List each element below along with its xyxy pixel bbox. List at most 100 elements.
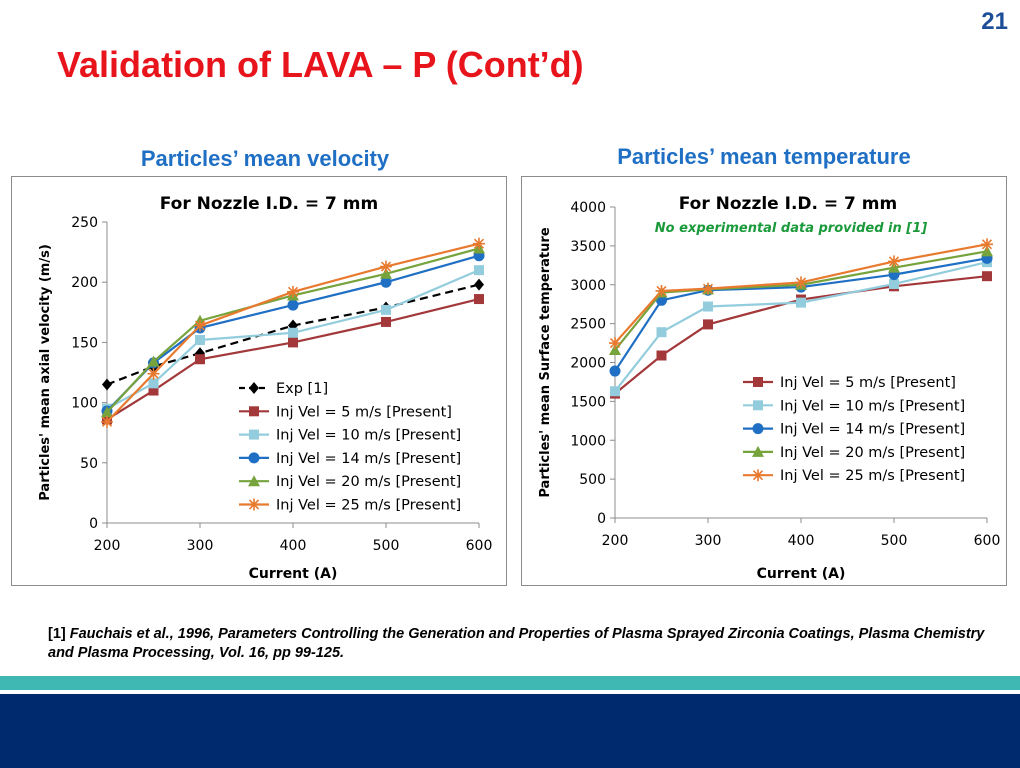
series-line-inj-vel-10-m-s-present — [106, 269, 480, 410]
data-point-inj-vel-5-m-s-present — [288, 337, 298, 348]
data-point-inj-vel-5-m-s-present — [381, 316, 391, 327]
data-point-inj-vel-5-m-s-present — [474, 294, 484, 305]
data-point-inj-vel-10-m-s-present — [381, 304, 391, 315]
data-point-inj-vel-25-m-s-present — [655, 284, 668, 297]
data-point-inj-vel-25-m-s-present — [609, 337, 621, 350]
data-point-inj-vel-25-m-s-present — [473, 237, 485, 250]
x-tick-label: 200 — [602, 533, 629, 549]
data-point-inj-vel-25-m-s-present — [795, 276, 807, 289]
legend-marker-inj-vel-14-m-s-present — [752, 423, 764, 435]
reference-citation: [1] Fauchais et al., 1996, Parameters Co… — [48, 625, 998, 663]
data-point-inj-vel-14-m-s-present — [287, 299, 299, 311]
right-chart-caption: Particles’ mean temperature — [617, 144, 911, 169]
data-point-inj-vel-25-m-s-present — [888, 255, 900, 268]
data-point-inj-vel-10-m-s-present — [703, 301, 713, 312]
y-tick-label: 3000 — [570, 278, 606, 294]
data-point-inj-vel-10-m-s-present — [195, 334, 205, 345]
y-tick-label: 100 — [71, 396, 98, 412]
data-point-inj-vel-10-m-s-present — [148, 378, 159, 389]
legend-label-inj-vel-25-m-s-present: Inj Vel = 25 m/s [Present] — [276, 498, 461, 514]
legend-marker-inj-vel-10-m-s-present — [249, 429, 259, 440]
series-line-inj-vel-5-m-s-present — [106, 297, 480, 421]
legend-label-inj-vel-25-m-s-present: Inj Vel = 25 m/s [Present] — [780, 468, 965, 484]
y-tick-label: 2500 — [570, 317, 606, 333]
legend: Exp [1] Inj Vel = 5 m/s [Present] Inj Vel … — [239, 381, 461, 514]
data-point-exp-1 — [474, 278, 484, 291]
x-tick-label: 200 — [94, 538, 121, 554]
y-axis-label: Particles' mean axial velocity (m/s) — [38, 244, 53, 501]
y-tick-label: 1500 — [570, 394, 606, 410]
x-axis-label: Current (A) — [757, 566, 846, 582]
y-tick-label: 50 — [80, 456, 98, 472]
data-point-inj-vel-10-m-s-present — [889, 278, 899, 289]
y-tick-label: 2000 — [570, 356, 606, 372]
reference-marker: [1] — [48, 626, 66, 642]
data-point-inj-vel-10-m-s-present — [656, 327, 667, 338]
legend-label-inj-vel-5-m-s-present: Inj Vel = 5 m/s [Present] — [780, 375, 956, 391]
series-line-inj-vel-14-m-s-present — [614, 257, 988, 372]
footer-band — [0, 694, 1020, 768]
y-tick-label: 1000 — [570, 433, 606, 449]
legend-marker-inj-vel-14-m-s-present — [248, 452, 260, 464]
series-inj-vel-25-m-s-present — [609, 238, 993, 350]
data-point-inj-vel-20-m-s-present — [147, 355, 160, 367]
x-tick-label: 300 — [695, 533, 722, 549]
legend-marker-inj-vel-25-m-s-present — [248, 498, 260, 511]
velocity-chart: For Nozzle I.D. = 7 mm 0 50 100 150 200 250 200… — [11, 176, 507, 586]
data-point-exp-1 — [102, 378, 112, 391]
slide-number: 21 — [981, 8, 1008, 35]
reference-text: Fauchais et al., 1996, Parameters Contro… — [48, 626, 985, 661]
x-tick-label: 400 — [788, 533, 815, 549]
legend-label-inj-vel-10-m-s-present: Inj Vel = 10 m/s [Present] — [276, 428, 461, 444]
y-tick-label: 200 — [71, 275, 98, 291]
series-line-inj-vel-25-m-s-present — [614, 243, 988, 344]
series-line-inj-vel-10-m-s-present — [614, 261, 988, 392]
data-point-inj-vel-10-m-s-present — [474, 265, 484, 276]
data-point-inj-vel-5-m-s-present — [195, 354, 205, 365]
accent-band — [0, 676, 1020, 690]
data-point-inj-vel-25-m-s-present — [147, 367, 160, 380]
legend: Inj Vel = 5 m/s [Present] Inj Vel = 10 m/… — [743, 375, 965, 484]
series-line-inj-vel-20-m-s-present — [614, 250, 988, 351]
chart-annotation: No experimental data provided in [1] — [655, 221, 927, 236]
data-point-inj-vel-14-m-s-present — [380, 276, 392, 288]
y-tick-label: 0 — [89, 516, 98, 532]
y-tick-label: 3500 — [570, 239, 606, 255]
legend-marker-exp-1 — [249, 382, 259, 394]
data-point-inj-vel-20-m-s-present — [609, 344, 621, 356]
data-point-inj-vel-5-m-s-present — [148, 385, 159, 396]
temperature-chart: For Nozzle I.D. = 7 mm No experimental da… — [521, 176, 1007, 586]
data-point-inj-vel-10-m-s-present — [288, 327, 298, 338]
legend-label-inj-vel-14-m-s-present: Inj Vel = 14 m/s [Present] — [780, 422, 965, 438]
legend-marker-inj-vel-25-m-s-present — [752, 469, 764, 482]
x-tick-label: 400 — [280, 538, 307, 554]
left-chart-caption: Particles’ mean velocity — [140, 146, 390, 171]
legend-marker-inj-vel-20-m-s-present — [248, 475, 260, 487]
data-point-inj-vel-20-m-s-present — [101, 406, 113, 418]
data-point-inj-vel-14-m-s-present — [609, 365, 621, 377]
x-tick-label: 500 — [373, 538, 400, 554]
data-point-inj-vel-20-m-s-present — [981, 245, 993, 257]
series-line-inj-vel-5-m-s-present — [614, 275, 988, 395]
legend-label-inj-vel-5-m-s-present: Inj Vel = 5 m/s [Present] — [276, 404, 452, 420]
data-point-inj-vel-5-m-s-present — [982, 271, 992, 282]
legend-marker-inj-vel-5-m-s-present — [753, 377, 763, 387]
series-line-inj-vel-25-m-s-present — [106, 242, 480, 423]
legend-label-exp-1: Exp [1] — [276, 381, 328, 397]
x-tick-label: 600 — [974, 533, 1001, 549]
legend-marker-inj-vel-10-m-s-present — [753, 400, 763, 411]
y-axis-label: Particles' mean Surface temperature — [538, 227, 553, 497]
y-tick-label: 0 — [597, 511, 606, 527]
legend-label-inj-vel-20-m-s-present: Inj Vel = 20 m/s [Present] — [276, 474, 461, 490]
data-point-inj-vel-5-m-s-present — [656, 350, 667, 361]
y-tick-label: 250 — [71, 215, 98, 231]
legend-marker-inj-vel-5-m-s-present — [249, 406, 259, 417]
data-point-inj-vel-25-m-s-present — [287, 285, 299, 298]
data-point-inj-vel-25-m-s-present — [194, 319, 206, 332]
data-point-inj-vel-25-m-s-present — [101, 415, 113, 428]
y-tick-label: 150 — [71, 335, 98, 351]
x-axis-label: Current (A) — [249, 566, 338, 582]
legend-label-inj-vel-20-m-s-present: Inj Vel = 20 m/s [Present] — [780, 445, 965, 461]
y-tick-label: 500 — [579, 472, 606, 488]
data-point-inj-vel-10-m-s-present — [610, 386, 620, 397]
